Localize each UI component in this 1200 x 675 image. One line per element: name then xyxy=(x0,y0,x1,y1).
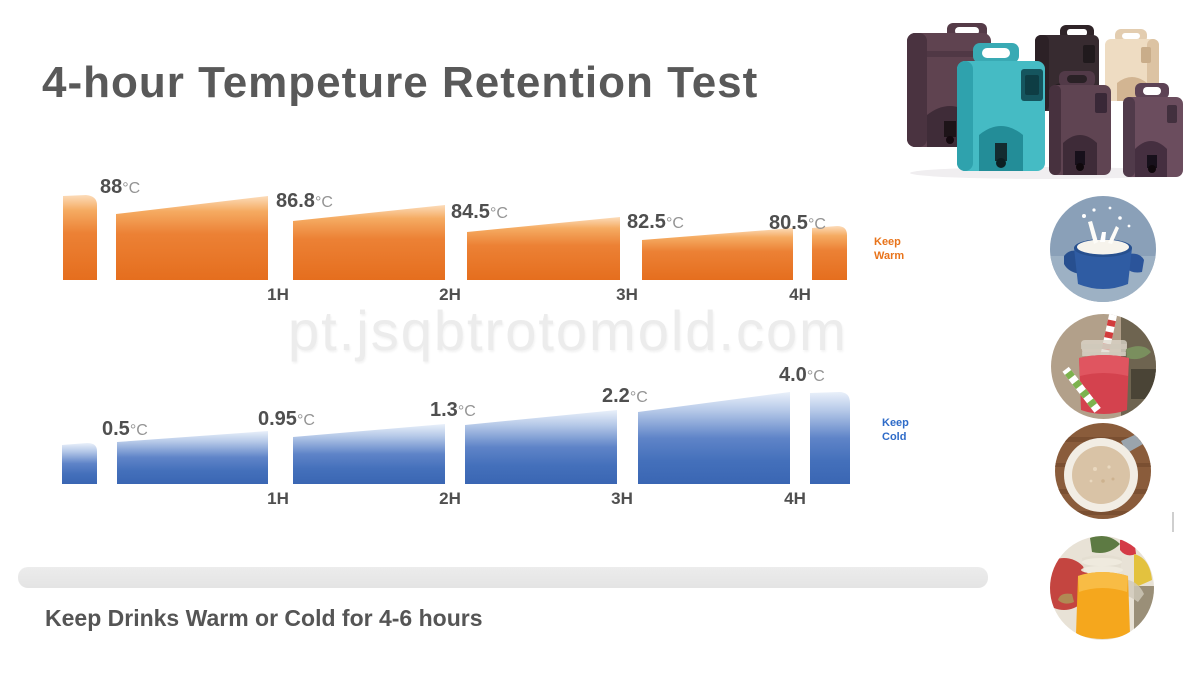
cold-temp-label-4: 4.0°C xyxy=(779,364,825,387)
dispenser-purple-right xyxy=(1123,83,1183,177)
warm-temp-value-1: 86.8 xyxy=(276,190,315,212)
celsius-unit: °C xyxy=(806,368,825,385)
warm-temp-value-3: 82.5 xyxy=(627,211,666,233)
dispenser-purple-mid xyxy=(1049,71,1111,175)
celsius-unit: °C xyxy=(296,412,315,429)
orange-juice-jar-image xyxy=(1050,536,1154,640)
cold-wedge-3 xyxy=(465,410,617,484)
cold-bar-5 xyxy=(810,392,850,484)
cold-temp-label-3: 2.2°C xyxy=(602,385,648,408)
cold-hour-4h: 4H xyxy=(784,489,806,508)
caption-text: Keep Drinks Warm or Cold for 4-6 hours xyxy=(45,605,483,631)
celsius-unit: °C xyxy=(629,389,648,406)
cold-wedge-4 xyxy=(638,392,790,484)
celsius-unit: °C xyxy=(489,205,508,222)
warm-temp-label-1: 86.8°C xyxy=(276,190,333,213)
cold-wedge-2 xyxy=(293,424,445,484)
keep-warm-chart xyxy=(63,195,847,280)
warm-temp-value-2: 84.5 xyxy=(451,201,490,223)
cold-hour-3h: 3H xyxy=(611,489,633,508)
celsius-unit: °C xyxy=(314,194,333,211)
celsius-unit: °C xyxy=(807,216,826,233)
cold-temp-value-3: 2.2 xyxy=(602,385,630,407)
cold-hour-2h: 2H xyxy=(439,489,461,508)
warm-bar-5 xyxy=(812,226,847,280)
warm-temp-label-3: 82.5°C xyxy=(627,211,684,234)
page-title: 4-hour Tempeture Retention Test xyxy=(42,58,759,107)
warm-wedge-1 xyxy=(116,196,268,280)
milk-splash-mug-image xyxy=(1050,196,1156,302)
keep-warm-legend: Keep Warm xyxy=(874,236,905,262)
keep-cold-chart xyxy=(62,392,850,484)
cold-bar-0 xyxy=(62,443,97,484)
cold-temp-value-2: 1.3 xyxy=(430,399,458,421)
divider-bar xyxy=(18,567,988,588)
cold-temp-label-0: 0.5°C xyxy=(102,418,148,441)
cold-temp-value-0: 0.5 xyxy=(102,418,130,440)
watermark-text: pt.jsqbtrotomold.com xyxy=(288,299,848,362)
scroll-indicator xyxy=(1172,512,1174,532)
latte-coffee-image xyxy=(1055,423,1151,519)
red-smoothie-jar-image xyxy=(1051,314,1156,419)
warm-temp-label-2: 84.5°C xyxy=(451,201,508,224)
warm-temp-value-4: 80.5 xyxy=(769,212,808,234)
warm-bar-0 xyxy=(63,195,97,280)
cold-hour-1h: 1H xyxy=(267,489,289,508)
warm-hour-3h: 3H xyxy=(616,285,638,304)
warm-temp-label-0: 88°C xyxy=(100,176,140,199)
celsius-unit: °C xyxy=(129,422,148,439)
warm-wedge-3 xyxy=(467,217,620,280)
dispenser-teal xyxy=(957,43,1045,171)
cold-temp-label-1: 0.95°C xyxy=(258,408,315,431)
warm-hour-2h: 2H xyxy=(439,285,461,304)
cold-temp-label-2: 1.3°C xyxy=(430,399,476,422)
cold-temp-value-4: 4.0 xyxy=(779,364,807,386)
warm-temp-value-0: 88 xyxy=(100,176,123,198)
warm-wedge-4 xyxy=(642,228,793,280)
keep-cold-legend: Keep Cold xyxy=(882,417,909,443)
celsius-unit: °C xyxy=(665,215,684,232)
celsius-unit: °C xyxy=(457,403,476,420)
warm-hour-4h: 4H xyxy=(789,285,811,304)
celsius-unit: °C xyxy=(122,180,141,197)
cold-temp-value-1: 0.95 xyxy=(258,408,297,430)
warm-temp-label-4: 80.5°C xyxy=(769,212,826,235)
warm-wedge-2 xyxy=(293,205,445,280)
cold-wedge-1 xyxy=(117,431,268,484)
dispenser-group-image xyxy=(907,23,1183,179)
warm-hour-1h: 1H xyxy=(267,285,289,304)
